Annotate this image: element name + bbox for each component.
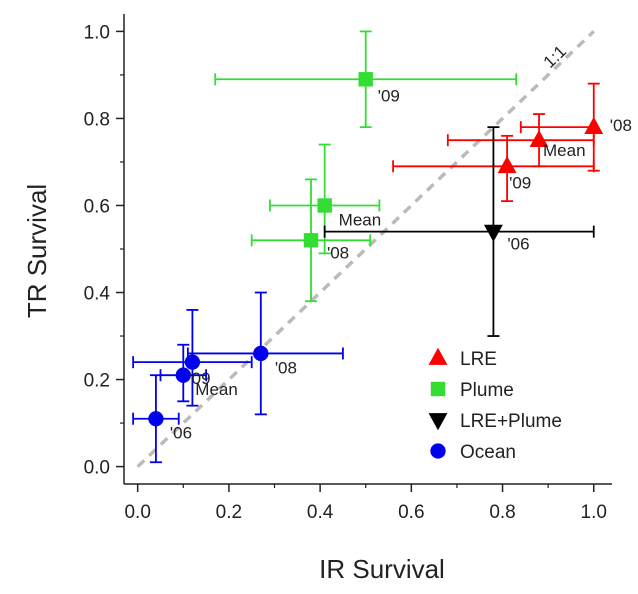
x-axis-title: IR Survival	[319, 554, 445, 584]
legend-plume-label: Plume	[460, 380, 514, 401]
x-tick-label: 0.6	[398, 502, 424, 523]
ocean-mean-label: Mean	[195, 380, 238, 399]
lre-09-label: '09	[509, 173, 531, 192]
ocean-06-label: '06	[170, 424, 192, 443]
ocean-mean-marker	[175, 367, 191, 383]
x-tick-label: 0.2	[216, 502, 242, 523]
plume-mean-label: Mean	[339, 210, 382, 229]
legend-ocean-label: Ocean	[460, 442, 516, 463]
lre-09-marker	[497, 156, 517, 174]
plume-09-label: '09	[378, 86, 400, 105]
ocean-09-label: '09	[188, 369, 210, 388]
y-tick-label: 0.6	[84, 196, 110, 217]
lre-plume-06-label: '06	[507, 235, 529, 254]
y-tick-label: 1.0	[84, 22, 110, 43]
lre-08-label: '08	[610, 116, 632, 135]
ocean-08-marker	[253, 345, 269, 362]
lre-plume-06-marker	[483, 224, 503, 242]
x-tick-label: 0.8	[489, 502, 515, 523]
legend-ocean-marker	[430, 443, 446, 459]
ocean-09-marker	[184, 354, 201, 370]
y-tick-label: 0.4	[84, 284, 111, 305]
axes-layer: 0.0 0.2 0.4 0.6 0.8 1.0 0.0 0.2 0.4 0.6 0.8 1.0	[84, 14, 612, 523]
x-tick-label: 0.4	[307, 502, 334, 523]
y-tick-label: 0.2	[84, 371, 110, 392]
legend-lre-plume-label: LRE+Plume	[460, 411, 562, 432]
plume-08-label: '08	[327, 243, 349, 262]
ocean-08-label: '08	[275, 358, 297, 377]
plume-mean-marker	[317, 198, 332, 213]
x-tick-label: 1.0	[581, 502, 607, 523]
y-tick-label: 0.0	[84, 458, 110, 479]
lre-mean-label: Mean	[543, 141, 586, 160]
legend: LRE Plume LRE+Plume Ocean	[428, 347, 562, 463]
plume-09-marker	[358, 72, 373, 87]
y-axis-title: TR Survival	[22, 184, 52, 318]
lre-mean-marker	[529, 129, 549, 148]
reference-line-label: 1:1	[540, 42, 570, 72]
y-tick-label: 0.8	[84, 109, 110, 130]
ocean-06-marker	[148, 411, 164, 427]
lre-08-marker	[584, 116, 604, 134]
markers-layer	[148, 72, 604, 427]
legend-lre-plume-marker	[428, 413, 448, 431]
legend-lre-marker	[428, 347, 448, 365]
x-tick-label: 0.0	[124, 502, 150, 523]
legend-lre-label: LRE	[460, 349, 497, 370]
legend-plume-marker	[430, 381, 446, 397]
plume-08-marker	[303, 233, 319, 248]
